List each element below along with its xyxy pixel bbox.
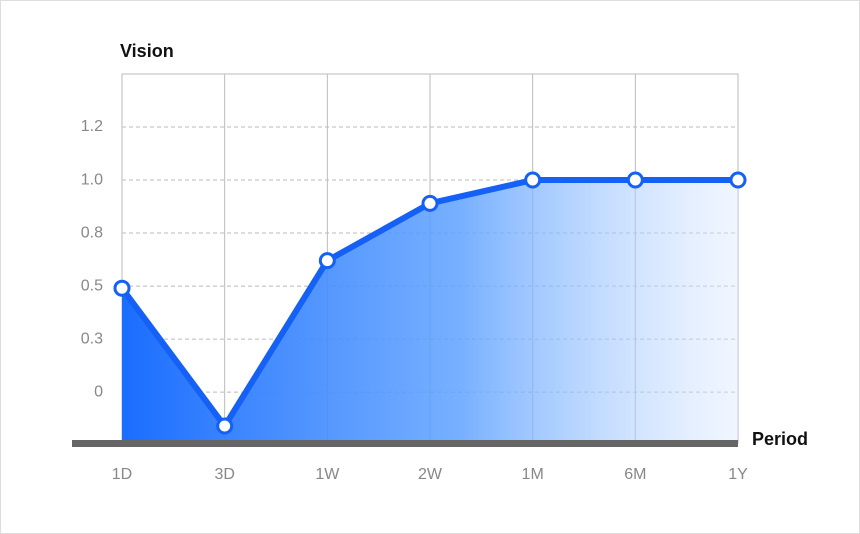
- y-tick-label: 0: [94, 383, 103, 400]
- y-axis-title: Vision: [120, 41, 174, 61]
- x-tick-label: 2W: [418, 466, 443, 483]
- x-tick-label: 1M: [522, 466, 544, 483]
- point: [113, 279, 131, 297]
- x-tick-label: 1D: [112, 466, 132, 483]
- y-tick-label: 1.2: [81, 118, 103, 135]
- y-tick-label: 0.8: [81, 224, 103, 241]
- x-axis-bar: [72, 440, 738, 447]
- y-tick-label: 1.0: [81, 171, 103, 188]
- area: [122, 180, 738, 443]
- point: [729, 171, 747, 189]
- point: [421, 194, 439, 212]
- x-tick-label: 1W: [315, 466, 340, 483]
- x-tick-label: 3D: [214, 466, 234, 483]
- x-tick-label: 1Y: [728, 466, 748, 483]
- plot: [72, 171, 747, 447]
- point: [626, 171, 644, 189]
- point: [216, 417, 234, 435]
- point: [524, 171, 542, 189]
- x-axis-title: Period: [752, 429, 808, 449]
- x-tick-label: 6M: [624, 466, 646, 483]
- y-tick-label: 0.3: [81, 330, 103, 347]
- y-tick-label: 0.5: [81, 277, 103, 294]
- point: [318, 252, 336, 270]
